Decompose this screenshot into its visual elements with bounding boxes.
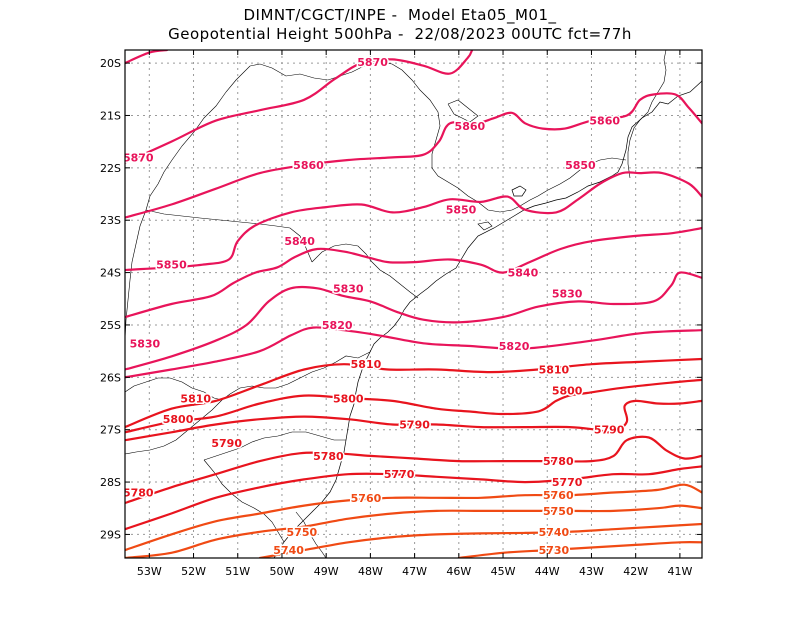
contour-label: 5800 [163,413,194,426]
lat-tick-label: 22S [100,162,121,175]
lat-tick-label: 24S [100,267,121,280]
contour-label: 5810 [539,363,570,376]
contour-label: 5860 [589,115,620,128]
contour-label: 5780 [313,450,344,463]
river-grande [145,65,251,211]
contour-label: 5850 [446,204,477,217]
lat-tick-label: 23S [100,214,121,227]
contour-label: 5780 [543,455,574,468]
contour-label: 5790 [594,424,625,437]
lon-tick-label: 48W [358,565,383,578]
contour-label: 5870 [357,56,388,69]
river-uruguay [203,459,285,543]
longitude-axis: 53W 52W 51W 50W 49W 48W 47W 46W 45W 44W 43W 42W 41W [137,50,692,578]
contour-lines [125,50,702,558]
lat-tick-label: 28S [100,476,121,489]
contour-label: 5840 [508,267,539,280]
chart-title-line1: DIMNT/CGCT/INPE - Model Eta05_M01_ [243,6,557,24]
state-border-mg-es [627,50,667,179]
lat-tick-label: 29S [100,528,121,541]
contour-labels: 5870 5870 5860 5860 5860 5850 5850 5850 5840 5840… [123,55,626,558]
contour-label: 5860 [293,159,324,172]
contour-line-5800 [125,378,702,434]
lon-tick-label: 49W [314,565,339,578]
lagoa-dos-patos [295,511,327,558]
contour-line-5810 [125,357,702,429]
contour-label: 5760 [351,492,382,505]
contour-label: 5800 [333,392,364,405]
lon-tick-label: 45W [491,565,516,578]
lon-tick-label: 42W [623,565,648,578]
contour-line-5860 [125,92,702,219]
contour-label: 5830 [130,337,161,350]
contour-label: 5760 [543,489,574,502]
contour-label: 5810 [180,392,211,405]
contour-line-5820 [125,326,702,379]
border-argentina [125,399,223,455]
ilha-grande [477,221,493,231]
contour-label: 5820 [499,340,530,353]
lon-tick-label: 52W [181,565,206,578]
contour-line-5790 [125,399,702,442]
contour-line-5850 [125,171,702,272]
lat-tick-label: 21S [100,109,121,122]
contour-line-5830 [125,271,702,371]
contour-label: 5750 [287,526,318,539]
contour-label: 5740 [539,526,570,539]
contour-label: 5780 [123,487,154,500]
contour-label: 5730 [539,544,570,557]
lon-tick-label: 53W [137,565,162,578]
latitude-axis: 20S 21S 22S 23S 24S 25S 26S 27S 28S 29S [100,57,702,541]
border-paraguay [125,377,223,401]
lon-tick-label: 43W [579,565,604,578]
contour-line-5740 [258,522,702,558]
lat-tick-label: 25S [100,319,121,332]
state-border-rj-mg [511,157,627,211]
contour-label: 5860 [455,120,486,133]
contour-label: 5800 [552,384,583,397]
coastline-borders [125,50,702,558]
contour-label: 5840 [284,235,315,248]
contour-label: 5820 [322,319,353,332]
lon-tick-label: 44W [535,565,560,578]
contour-line-5780 [125,435,702,505]
contour-label: 5830 [333,282,364,295]
contour-line-5870 [125,50,474,164]
lat-tick-label: 20S [100,57,121,70]
bay-guanabara [511,185,527,197]
contour-label: 5850 [156,259,187,272]
lon-tick-label: 46W [446,565,471,578]
contour-line-5730 [457,541,702,558]
reservoir-furnas [447,99,479,123]
chart-title-line2: Geopotential Height 500hPa - 22/08/2023 … [168,25,632,43]
contour-label: 5770 [552,476,583,489]
contour-line-5840 [125,227,702,319]
contour-line-5770 [125,465,702,531]
plot-frame [124,49,703,559]
state-border-sp-mg [249,61,513,213]
contour-label: 5810 [351,358,382,371]
lat-tick-label: 26S [100,371,121,384]
lon-tick-label: 47W [402,565,427,578]
contour-line-5750 [125,504,702,558]
contour-label: 5790 [211,437,242,450]
state-border-ms-pr [145,209,313,263]
contour-label: 5750 [543,505,574,518]
contour-label: 5830 [552,288,583,301]
contour-label: 5850 [565,159,596,172]
lon-tick-label: 41W [667,565,692,578]
state-border-sc-rs [203,431,346,461]
contour-label: 5740 [273,544,304,557]
lon-tick-label: 50W [270,565,295,578]
contour-line-5760 [125,483,702,552]
contour-label: 5870 [123,151,154,164]
state-border-pr-sc [221,351,371,401]
contour-label: 5770 [384,468,415,481]
lon-tick-label: 51W [225,565,250,578]
lat-tick-label: 27S [100,424,121,437]
contour-label: 5790 [399,418,430,431]
